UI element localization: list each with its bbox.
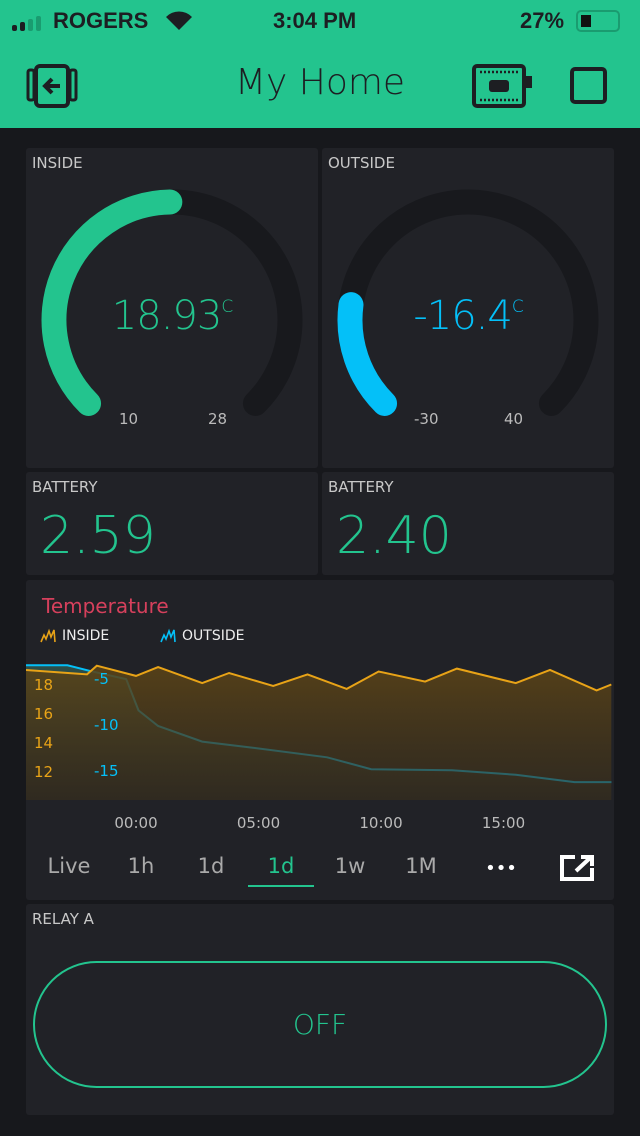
- battery-percent: 27%: [520, 8, 565, 33]
- gauge-max: 28: [208, 410, 228, 428]
- device-board-icon[interactable]: [472, 64, 534, 110]
- battery-outside: BATTERY 2.40: [322, 472, 614, 575]
- active-tab-underline: [248, 885, 314, 887]
- relay-button-label: OFF: [292, 1008, 348, 1041]
- y-tick-inside: 18: [34, 676, 54, 694]
- series-area-inside: [26, 665, 612, 800]
- gauge-min: 10: [119, 410, 139, 428]
- legend-inside-icon: [40, 628, 56, 643]
- gauge-value: 18.93C: [111, 293, 233, 339]
- battery-label: BATTERY: [328, 478, 394, 496]
- battery-value: 2.59: [40, 506, 156, 566]
- x-tick: 00:00: [114, 814, 158, 832]
- y-tick-inside: 16: [34, 705, 54, 723]
- battery-label: BATTERY: [32, 478, 98, 496]
- y-tick-outside: -5: [94, 670, 109, 688]
- time-tab-1h[interactable]: 1h: [127, 854, 155, 878]
- gauge-arc: [337, 189, 599, 416]
- gauge-min: -30: [414, 410, 439, 428]
- exit-device-icon[interactable]: [26, 64, 78, 108]
- time-tab-Live[interactable]: Live: [47, 854, 91, 878]
- gauge-label: INSIDE: [32, 154, 83, 172]
- expand-chart-icon[interactable]: [559, 854, 595, 882]
- battery-icon: [576, 10, 620, 32]
- chart-title: Temperature: [42, 594, 169, 618]
- battery-value: 2.40: [336, 506, 452, 566]
- x-tick: 05:00: [236, 814, 281, 832]
- x-tick: 15:00: [481, 814, 526, 832]
- temperature-chart: Temperature INSIDE OUTSIDE 18 16 14 12 -5 -10…: [26, 580, 614, 900]
- gauge-max: 40: [504, 410, 524, 428]
- time-tab-1w[interactable]: 1w: [334, 854, 366, 878]
- gauge-arc: [41, 189, 303, 416]
- y-tick-inside: 14: [34, 734, 54, 752]
- carrier: ROGERS: [53, 8, 149, 33]
- wifi-icon: [166, 11, 192, 30]
- signal-icon: [12, 16, 48, 31]
- gauge-label: OUTSIDE: [328, 154, 395, 172]
- header-bar: ROGERS 3:04 PM 27% My Home: [0, 0, 640, 128]
- page-title: My Home: [234, 62, 406, 103]
- time-tab-1d[interactable]: 1d: [197, 854, 225, 878]
- legend-outside-icon: [160, 628, 176, 643]
- gauge-outside: OUTSIDE -16.4C -30 40: [322, 148, 614, 468]
- time-tab-1d[interactable]: 1d: [267, 854, 295, 878]
- x-tick: 10:00: [359, 814, 403, 832]
- stop-square-icon[interactable]: [570, 67, 607, 104]
- y-tick-outside: -15: [94, 762, 119, 780]
- y-tick-outside: -10: [94, 716, 119, 734]
- clock: 3:04 PM: [273, 8, 357, 33]
- gauge-value: -16.4C: [413, 293, 523, 339]
- gauge-inside: INSIDE 18.93C 10 28: [26, 148, 318, 468]
- relay-toggle-button[interactable]: OFF: [33, 961, 607, 1088]
- y-tick-inside: 12: [34, 763, 54, 781]
- relay-label: RELAY A: [32, 910, 94, 928]
- time-tab-1M[interactable]: 1M: [405, 854, 437, 878]
- battery-inside: BATTERY 2.59: [26, 472, 318, 575]
- series-line-inside: [26, 664, 612, 692]
- legend-outside: OUTSIDE: [182, 628, 245, 644]
- relay-panel: RELAY A OFF: [26, 904, 614, 1115]
- more-options-button[interactable]: •••: [485, 858, 517, 879]
- legend-inside: INSIDE: [62, 628, 110, 644]
- chart-plot[interactable]: [26, 580, 614, 900]
